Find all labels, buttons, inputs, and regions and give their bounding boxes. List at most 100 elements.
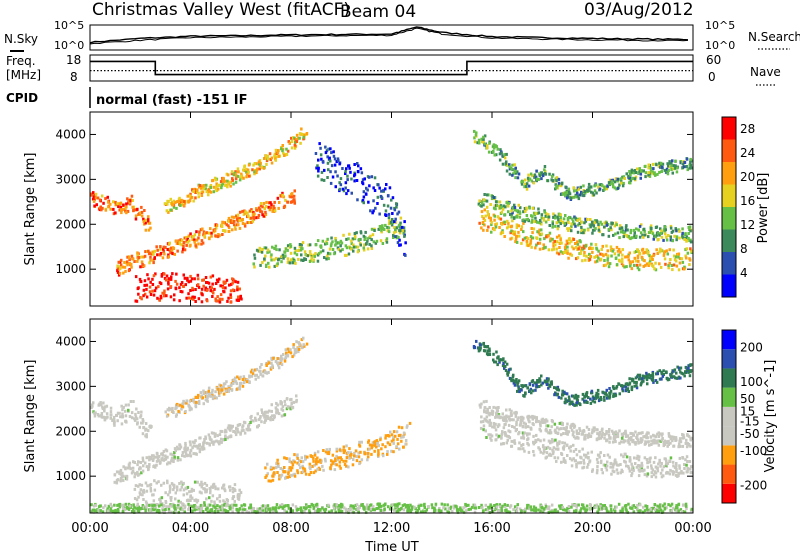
heatmap-cell	[600, 398, 603, 402]
heatmap-cell	[339, 239, 343, 243]
heatmap-cell	[380, 228, 383, 232]
heatmap-cell	[644, 441, 647, 445]
heatmap-cell	[573, 222, 576, 226]
heatmap-cell	[644, 175, 647, 179]
heatmap-cell	[532, 440, 535, 444]
heatmap-cell	[242, 168, 245, 172]
heatmap-cell	[138, 277, 142, 281]
heatmap-cell	[684, 254, 687, 258]
heatmap-cell	[115, 481, 119, 485]
heatmap-cell	[273, 209, 277, 213]
heatmap-cell	[109, 502, 112, 506]
heatmap-cell	[202, 402, 205, 406]
heatmap-cell	[478, 348, 482, 352]
heatmap-cell	[174, 200, 177, 204]
heatmap-cell	[604, 252, 608, 256]
heatmap-cell	[522, 230, 525, 234]
heatmap-cell	[605, 388, 608, 392]
heatmap-cell	[223, 508, 226, 512]
heatmap-cell	[599, 451, 602, 455]
heatmap-cell	[175, 282, 179, 286]
heatmap-cell	[570, 253, 574, 257]
heatmap-cell	[505, 169, 509, 173]
heatmap-cell	[526, 438, 529, 442]
heatmap-cell	[238, 296, 241, 300]
heatmap-cell	[318, 467, 321, 471]
heatmap-cell	[140, 214, 144, 218]
heatmap-cell	[338, 460, 342, 464]
heatmap-cell	[269, 367, 273, 371]
heatmap-cell	[261, 205, 264, 209]
heatmap-cell	[222, 385, 225, 389]
heatmap-cell	[550, 425, 553, 429]
heatmap-cell	[115, 470, 119, 474]
heatmap-cell	[241, 510, 244, 514]
heatmap-cell	[265, 159, 269, 163]
heatmap-cell	[121, 471, 124, 475]
heatmap-cell	[145, 465, 149, 469]
heatmap-cell	[515, 378, 518, 381]
heatmap-cell	[176, 456, 180, 460]
heatmap-cell	[277, 258, 280, 262]
heatmap-cell	[538, 447, 541, 451]
heatmap-cell	[133, 417, 136, 421]
heatmap-cell	[567, 430, 571, 434]
heatmap-cell	[678, 464, 681, 468]
heatmap-cell	[273, 258, 276, 262]
heatmap-cell	[652, 254, 655, 258]
heatmap-cell	[589, 185, 593, 189]
heatmap-cell	[540, 232, 544, 236]
heatmap-cell	[671, 470, 674, 474]
heatmap-cell	[218, 440, 221, 444]
heatmap-cell	[521, 180, 525, 184]
heatmap-cell	[213, 502, 217, 506]
heatmap-cell	[521, 418, 524, 422]
heatmap-cell	[559, 222, 562, 226]
heatmap-cell	[564, 250, 568, 254]
heatmap-cell	[313, 451, 317, 455]
heatmap-cell	[345, 253, 348, 257]
heatmap-cell	[209, 285, 212, 289]
heatmap-cell	[255, 208, 259, 212]
heatmap-cell	[172, 247, 176, 250]
heatmap-cell	[166, 287, 170, 291]
heatmap-cell	[510, 236, 514, 240]
heatmap-cell	[293, 198, 296, 202]
heatmap-cell	[183, 446, 187, 450]
heatmap-cell	[548, 231, 552, 235]
heatmap-cell	[567, 395, 571, 399]
heatmap-cell	[620, 384, 623, 388]
heatmap-cell	[214, 178, 218, 182]
heatmap-cell	[590, 190, 593, 194]
heatmap-cell	[127, 463, 131, 467]
heatmap-cell	[644, 263, 647, 267]
heatmap-cell	[319, 146, 322, 150]
heatmap-cell	[159, 245, 162, 249]
heatmap-cell	[223, 487, 226, 491]
heatmap-cell	[522, 384, 525, 388]
heatmap-cell	[668, 248, 671, 252]
heatmap-cell	[404, 442, 407, 446]
heatmap-cell	[671, 171, 674, 175]
heatmap-cell	[687, 366, 690, 370]
heatmap-cell	[201, 278, 204, 282]
heatmap-cell	[631, 378, 635, 382]
heatmap-cell	[640, 461, 644, 465]
heatmap-cell	[553, 422, 557, 426]
velocity-heatmap	[90, 336, 693, 514]
heatmap-cell	[684, 371, 688, 374]
heatmap-cell	[636, 248, 639, 252]
heatmap-cell	[366, 458, 369, 462]
heatmap-cell	[178, 482, 181, 485]
heatmap-cell	[621, 389, 625, 393]
heatmap-cell	[181, 508, 184, 512]
heatmap-cell	[276, 458, 279, 462]
heatmap-cell	[306, 455, 309, 459]
heatmap-cell	[122, 405, 125, 409]
heatmap-cell	[659, 227, 662, 231]
heatmap-cell	[623, 177, 626, 180]
heatmap-cell	[372, 199, 375, 203]
y-tick-label: 1000	[55, 262, 86, 276]
heatmap-cell	[183, 200, 186, 204]
